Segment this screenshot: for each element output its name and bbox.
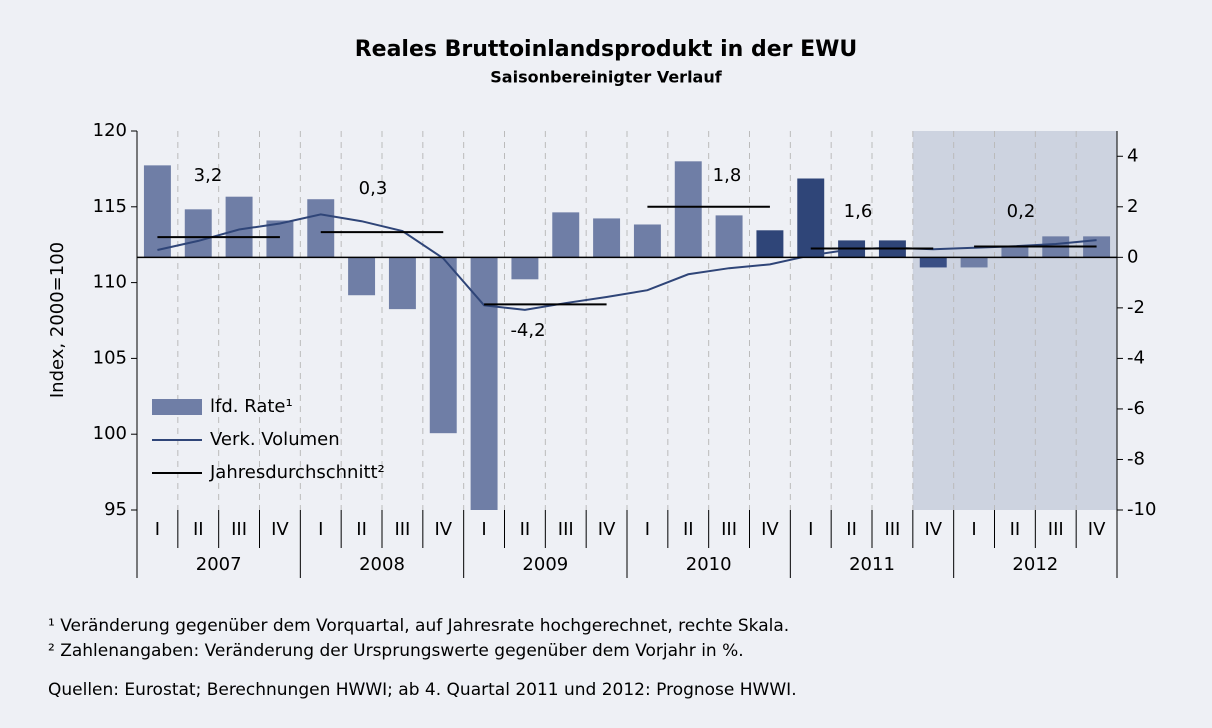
x-tick-label: I [971, 519, 976, 540]
forecast-shade [912, 131, 1117, 510]
legend-swatch [152, 399, 202, 415]
y-tick-label: 95 [104, 499, 127, 520]
annual-growth-label: -4,2 [510, 320, 545, 341]
x-tick-label: I [645, 519, 650, 540]
x-tick-label: III [394, 519, 410, 540]
y-tick-label: 105 [93, 347, 127, 368]
bar [143, 165, 171, 258]
x-tick-label: IV [598, 519, 616, 540]
year-label: 2012 [1012, 554, 1058, 575]
bar [348, 257, 376, 296]
bar [797, 178, 825, 258]
y-tick-label: 110 [93, 272, 127, 293]
footnote: ¹ Veränderung gegenüber dem Vorquartal, … [48, 616, 789, 636]
x-tick-label: III [721, 519, 737, 540]
x-tick-label: I [481, 519, 486, 540]
y2-tick-label: -4 [1127, 347, 1145, 368]
x-tick-label: IV [924, 519, 942, 540]
x-tick-label: II [193, 519, 204, 540]
line [157, 213, 1097, 311]
footnote: ² Zahlenangaben: Veränderung der Ursprun… [48, 641, 744, 661]
x-tick-label: III [884, 519, 900, 540]
x-tick-label: II [1010, 519, 1021, 540]
x-tick-label: IV [271, 519, 289, 540]
bar [307, 199, 335, 258]
y-tick-label: 100 [93, 423, 127, 444]
year-label: 2008 [359, 554, 405, 575]
year-label: 2009 [522, 554, 568, 575]
x-tick-label: I [318, 519, 323, 540]
y2-tick-label: 2 [1127, 196, 1138, 217]
x-tick-label: IV [761, 519, 779, 540]
x-tick-label: IV [1088, 519, 1106, 540]
y-tick-label: 120 [93, 120, 127, 141]
y2-tick-label: -8 [1127, 448, 1145, 469]
y2-tick-label: 4 [1127, 145, 1138, 166]
chart-title: Reales Bruttoinlandsprodukt in der EWU [355, 37, 858, 62]
bar [388, 257, 416, 310]
annual-growth-label: 0,3 [359, 178, 388, 199]
year-label: 2011 [849, 554, 895, 575]
annual-growth-label: 1,6 [844, 201, 873, 222]
year-label: 2007 [196, 554, 242, 575]
x-tick-label: III [1048, 519, 1064, 540]
bar [470, 257, 498, 510]
bar [756, 230, 784, 258]
x-tick-label: III [231, 519, 247, 540]
y2-tick-label: -10 [1127, 499, 1156, 520]
bar [511, 257, 539, 280]
x-tick-label: I [155, 519, 160, 540]
bar [225, 196, 253, 258]
bar [715, 215, 743, 258]
bar [633, 224, 661, 258]
annual-growth-label: 3,2 [194, 165, 223, 186]
annual-growth-label: 1,8 [713, 165, 742, 186]
bar [593, 218, 621, 258]
bar [960, 257, 988, 268]
bar [1001, 247, 1029, 258]
annual-growth-label: 0,2 [1007, 201, 1036, 222]
x-tick-label: I [808, 519, 813, 540]
y2-tick-label: 0 [1127, 246, 1138, 267]
x-tick-label: III [558, 519, 574, 540]
bar [184, 209, 212, 258]
x-tick-label: II [683, 519, 694, 540]
legend-label: Verk. Volumen [210, 429, 340, 450]
bar [674, 161, 702, 258]
legend-label: Jahresdurchschnitt² [209, 462, 385, 483]
y-axis-title: Index, 2000=100 [47, 242, 68, 398]
x-tick-label: II [846, 519, 857, 540]
x-tick-label: II [520, 519, 531, 540]
source: Quellen: Eurostat; Berechnungen HWWI; ab… [48, 680, 797, 700]
chart-subtitle: Saisonbereinigter Verlauf [490, 68, 722, 87]
bar [552, 212, 580, 258]
x-tick-label: IV [434, 519, 452, 540]
bar [266, 220, 294, 258]
year-label: 2010 [686, 554, 732, 575]
x-tick-label: II [356, 519, 367, 540]
y2-tick-label: -6 [1127, 398, 1145, 419]
bar [919, 257, 947, 268]
bar [429, 257, 457, 434]
y2-tick-label: -2 [1127, 297, 1145, 318]
legend-label: lfd. Rate¹ [210, 396, 293, 417]
y-tick-label: 115 [93, 196, 127, 217]
